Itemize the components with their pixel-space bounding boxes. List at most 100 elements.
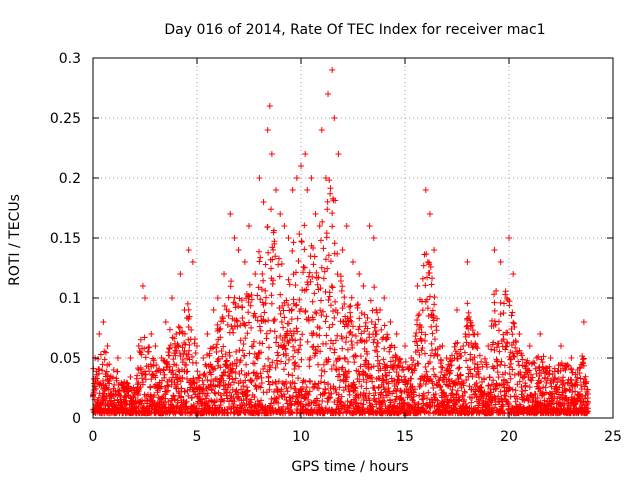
data-point: [318, 127, 325, 133]
data-point: [315, 274, 322, 281]
data-point: [202, 373, 209, 380]
x-axis-label: GPS time / hours: [291, 459, 408, 475]
data-point: [262, 287, 269, 294]
data-point: [315, 361, 322, 368]
data-point: [491, 307, 498, 314]
data-point: [248, 377, 255, 384]
data-point: [434, 315, 441, 322]
data-point: [200, 355, 207, 361]
data-point: [310, 330, 317, 337]
data-point: [194, 343, 200, 349]
data-point: [447, 383, 454, 390]
data-point: [334, 250, 341, 257]
data-point: [316, 223, 323, 229]
data-point: [580, 355, 587, 362]
data-point: [507, 393, 514, 400]
data-point: [306, 269, 313, 276]
data-point: [352, 385, 359, 392]
data-point: [497, 311, 504, 318]
data-point: [568, 366, 575, 373]
x-tick-label: 20: [500, 429, 518, 445]
data-point: [292, 282, 299, 289]
data-point: [336, 355, 343, 362]
data-point: [266, 386, 273, 393]
data-point: [585, 391, 592, 397]
data-point: [189, 353, 196, 360]
data-point: [319, 397, 326, 404]
data-point: [574, 367, 581, 373]
data-point: [265, 355, 272, 362]
data-point: [239, 304, 246, 311]
data-point: [364, 350, 371, 357]
data-point: [378, 389, 385, 396]
data-point: [510, 319, 517, 326]
data-point: [485, 382, 492, 389]
data-point: [382, 403, 389, 410]
data-point: [127, 374, 134, 381]
data-point: [506, 385, 513, 392]
data-point: [321, 368, 328, 375]
data-point: [186, 342, 193, 349]
data-point: [429, 330, 436, 337]
data-point: [496, 318, 503, 325]
data-point: [257, 370, 264, 377]
data-point: [214, 358, 221, 365]
data-point: [280, 366, 287, 373]
data-point: [411, 386, 418, 393]
data-point: [268, 300, 275, 307]
data-point: [121, 379, 128, 385]
data-point: [569, 389, 576, 396]
data-point: [251, 310, 258, 317]
data-point: [481, 355, 488, 362]
data-point: [451, 343, 458, 350]
data-point: [277, 332, 284, 339]
data-point: [360, 283, 367, 289]
data-point: [231, 398, 238, 405]
data-point: [488, 389, 495, 396]
data-point: [350, 259, 356, 265]
data-point: [270, 277, 277, 284]
data-point: [135, 379, 142, 386]
data-point: [411, 399, 418, 406]
data-point: [339, 247, 346, 253]
y-tick-label: 0.3: [59, 51, 81, 67]
data-point: [422, 331, 429, 338]
data-point: [161, 371, 168, 378]
data-point: [325, 252, 332, 259]
data-point: [292, 359, 299, 366]
data-point: [204, 376, 211, 383]
data-point: [509, 331, 516, 338]
data-point: [369, 403, 376, 410]
data-point: [490, 377, 497, 384]
data-point: [519, 388, 526, 395]
data-point: [515, 358, 522, 365]
data-point: [228, 323, 235, 330]
data-point: [361, 311, 368, 318]
data-point: [247, 302, 254, 309]
data-point: [264, 223, 271, 230]
data-point: [241, 352, 248, 359]
data-point: [295, 258, 302, 265]
data-point: [512, 344, 519, 351]
data-point: [175, 342, 182, 349]
data-point: [337, 377, 344, 384]
data-point: [289, 187, 296, 193]
data-point: [323, 332, 330, 339]
data-point: [497, 259, 504, 265]
data-point: [302, 307, 309, 314]
data-point: [260, 199, 267, 205]
data-point: [239, 314, 246, 321]
data-point: [329, 67, 336, 73]
data-point: [110, 367, 117, 373]
data-point: [547, 355, 554, 361]
data-point: [496, 327, 503, 334]
data-point: [130, 394, 137, 401]
data-point: [538, 369, 545, 376]
data-point: [293, 175, 300, 181]
data-point: [181, 330, 188, 337]
data-point: [297, 342, 304, 349]
data-point: [474, 345, 481, 352]
data-point: [229, 365, 236, 372]
data-point: [322, 175, 329, 181]
data-point: [466, 331, 473, 338]
